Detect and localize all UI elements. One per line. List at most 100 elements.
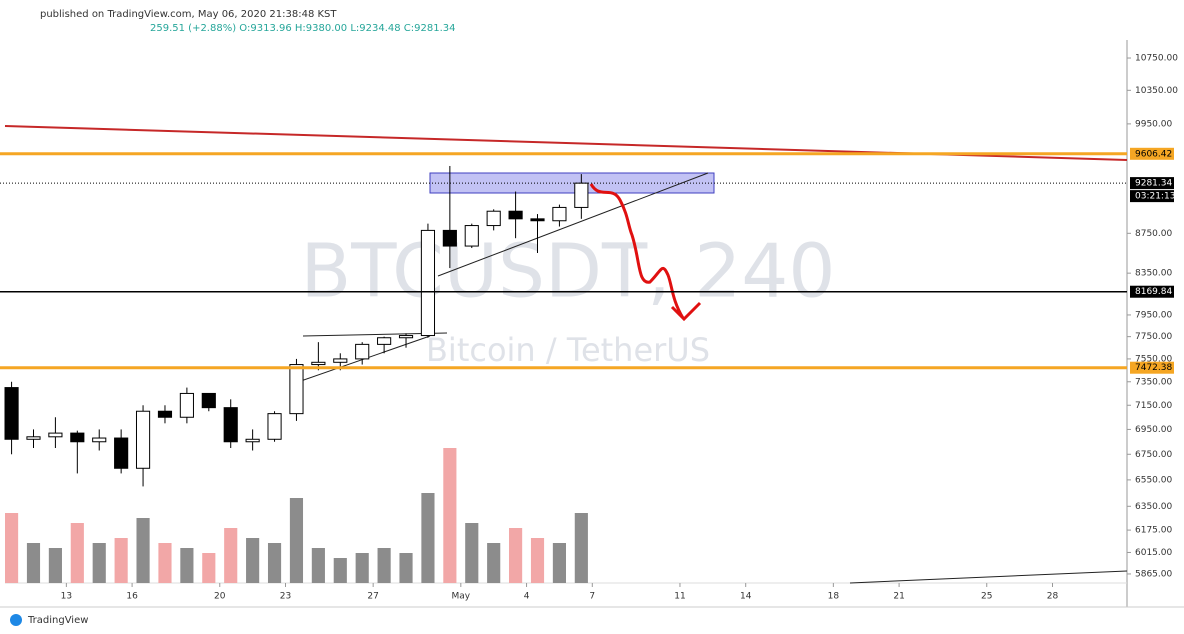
chart-title: published on TradingView.com, May 06, 20… xyxy=(40,9,337,20)
brand-logo xyxy=(10,614,22,626)
price-level-box xyxy=(1130,285,1174,298)
candle-body xyxy=(245,438,260,443)
x-tick-label: 20 xyxy=(214,592,226,602)
candle-body xyxy=(311,361,326,366)
y-tick-label: 9950.00 xyxy=(1135,119,1172,129)
volume-bar xyxy=(246,538,260,583)
price-level-box xyxy=(1130,147,1174,160)
price-level-label: 9281.34 xyxy=(1135,179,1172,189)
volume-bar xyxy=(114,538,128,583)
candle-body xyxy=(377,337,392,345)
candle-body xyxy=(333,358,348,363)
candle-body xyxy=(267,413,282,440)
brand: TradingView xyxy=(27,615,88,626)
candle-body xyxy=(420,229,436,337)
candle-body xyxy=(508,210,523,220)
volume-bar xyxy=(5,513,19,583)
candle-body xyxy=(26,436,41,440)
x-tick-label: May xyxy=(452,592,471,602)
candle-body xyxy=(223,407,238,443)
volume-bar xyxy=(267,543,282,583)
candle-body xyxy=(486,210,501,227)
volume-bar xyxy=(180,548,194,583)
candle-body xyxy=(135,410,151,469)
volume-bar xyxy=(92,543,106,583)
volume-bar xyxy=(158,543,172,583)
resistance-box xyxy=(429,172,715,194)
y-tick-label: 7550.00 xyxy=(1135,354,1172,364)
watermark-sub: Bitcoin / TetherUS xyxy=(426,331,710,369)
y-tick-label: 8350.00 xyxy=(1135,269,1172,279)
y-tick-label: 10750.00 xyxy=(1135,54,1178,64)
x-tick-label: 11 xyxy=(674,592,685,602)
x-tick-label: 23 xyxy=(280,592,291,602)
x-tick-label: 18 xyxy=(828,592,840,602)
x-tick-label: 13 xyxy=(61,592,72,602)
price-level-box xyxy=(1130,361,1174,374)
candle-body xyxy=(70,432,85,443)
candle-body xyxy=(442,229,457,247)
countdown: 03:21:13 xyxy=(1135,192,1175,202)
candle-body xyxy=(355,343,370,360)
volume-bar xyxy=(202,553,216,583)
volume-bar xyxy=(574,513,588,583)
candle-body xyxy=(4,387,19,440)
x-tick-label: 16 xyxy=(126,592,138,602)
volume-bar xyxy=(224,528,238,583)
x-tick-label: 14 xyxy=(740,592,752,602)
y-tick-label: 6175.00 xyxy=(1135,526,1172,536)
volume-bar xyxy=(311,548,325,583)
volume-bar xyxy=(509,528,523,583)
y-tick-label: 10350.00 xyxy=(1135,86,1178,96)
candle-body xyxy=(398,335,414,339)
volume-bar xyxy=(26,543,41,583)
chart-subtitle: 259.51 (+2.88%) O:9313.96 H:9380.00 L:92… xyxy=(150,23,456,34)
volume-bar xyxy=(70,523,84,583)
y-tick-label: 6750.00 xyxy=(1135,450,1172,460)
volume-bar xyxy=(377,548,391,583)
x-tick-label: 21 xyxy=(893,592,904,602)
candle-body xyxy=(530,218,545,222)
y-tick-label: 5865.00 xyxy=(1135,569,1172,579)
candle-body xyxy=(179,392,194,418)
volume-bar xyxy=(48,548,62,583)
volume-bar xyxy=(399,553,413,583)
candle-body xyxy=(157,410,173,418)
volume-bar xyxy=(487,543,501,583)
volume-bar xyxy=(136,518,150,583)
x-tick-label: 25 xyxy=(981,592,992,602)
candle-body xyxy=(201,392,216,409)
volume-bar xyxy=(355,553,369,583)
price-level-label: 8169.84 xyxy=(1135,287,1172,297)
candle-body xyxy=(552,206,567,222)
price-level-label: 9606.42 xyxy=(1135,149,1172,159)
ray-line xyxy=(849,570,1128,584)
x-tick-label: 28 xyxy=(1047,592,1059,602)
y-tick-label: 6950.00 xyxy=(1135,425,1172,435)
volume-bar xyxy=(465,523,479,583)
volume-bar xyxy=(443,448,457,583)
x-tick-label: 4 xyxy=(524,592,530,602)
watermark: BTCUSDT, 240 xyxy=(301,229,836,315)
candle-body xyxy=(574,182,589,208)
price-level-label: 7472.38 xyxy=(1135,363,1172,373)
volume-bar xyxy=(530,538,545,583)
y-tick-label: 7750.00 xyxy=(1135,332,1172,342)
candle-body xyxy=(48,432,63,438)
volume-bar xyxy=(421,493,435,583)
y-tick-label: 6015.00 xyxy=(1135,548,1172,558)
countdown-box xyxy=(1130,190,1174,203)
volume-bar xyxy=(289,498,304,583)
candle-body xyxy=(92,437,107,443)
candle-body xyxy=(114,437,129,469)
x-tick-label: 7 xyxy=(589,592,595,602)
support-line xyxy=(437,172,709,277)
y-tick-label: 7350.00 xyxy=(1135,377,1172,387)
y-tick-label: 7150.00 xyxy=(1135,401,1172,411)
volume-bar xyxy=(333,558,347,583)
price-level-box xyxy=(1130,177,1174,190)
x-tick-label: 27 xyxy=(367,592,378,602)
y-tick-label: 6550.00 xyxy=(1135,475,1172,485)
